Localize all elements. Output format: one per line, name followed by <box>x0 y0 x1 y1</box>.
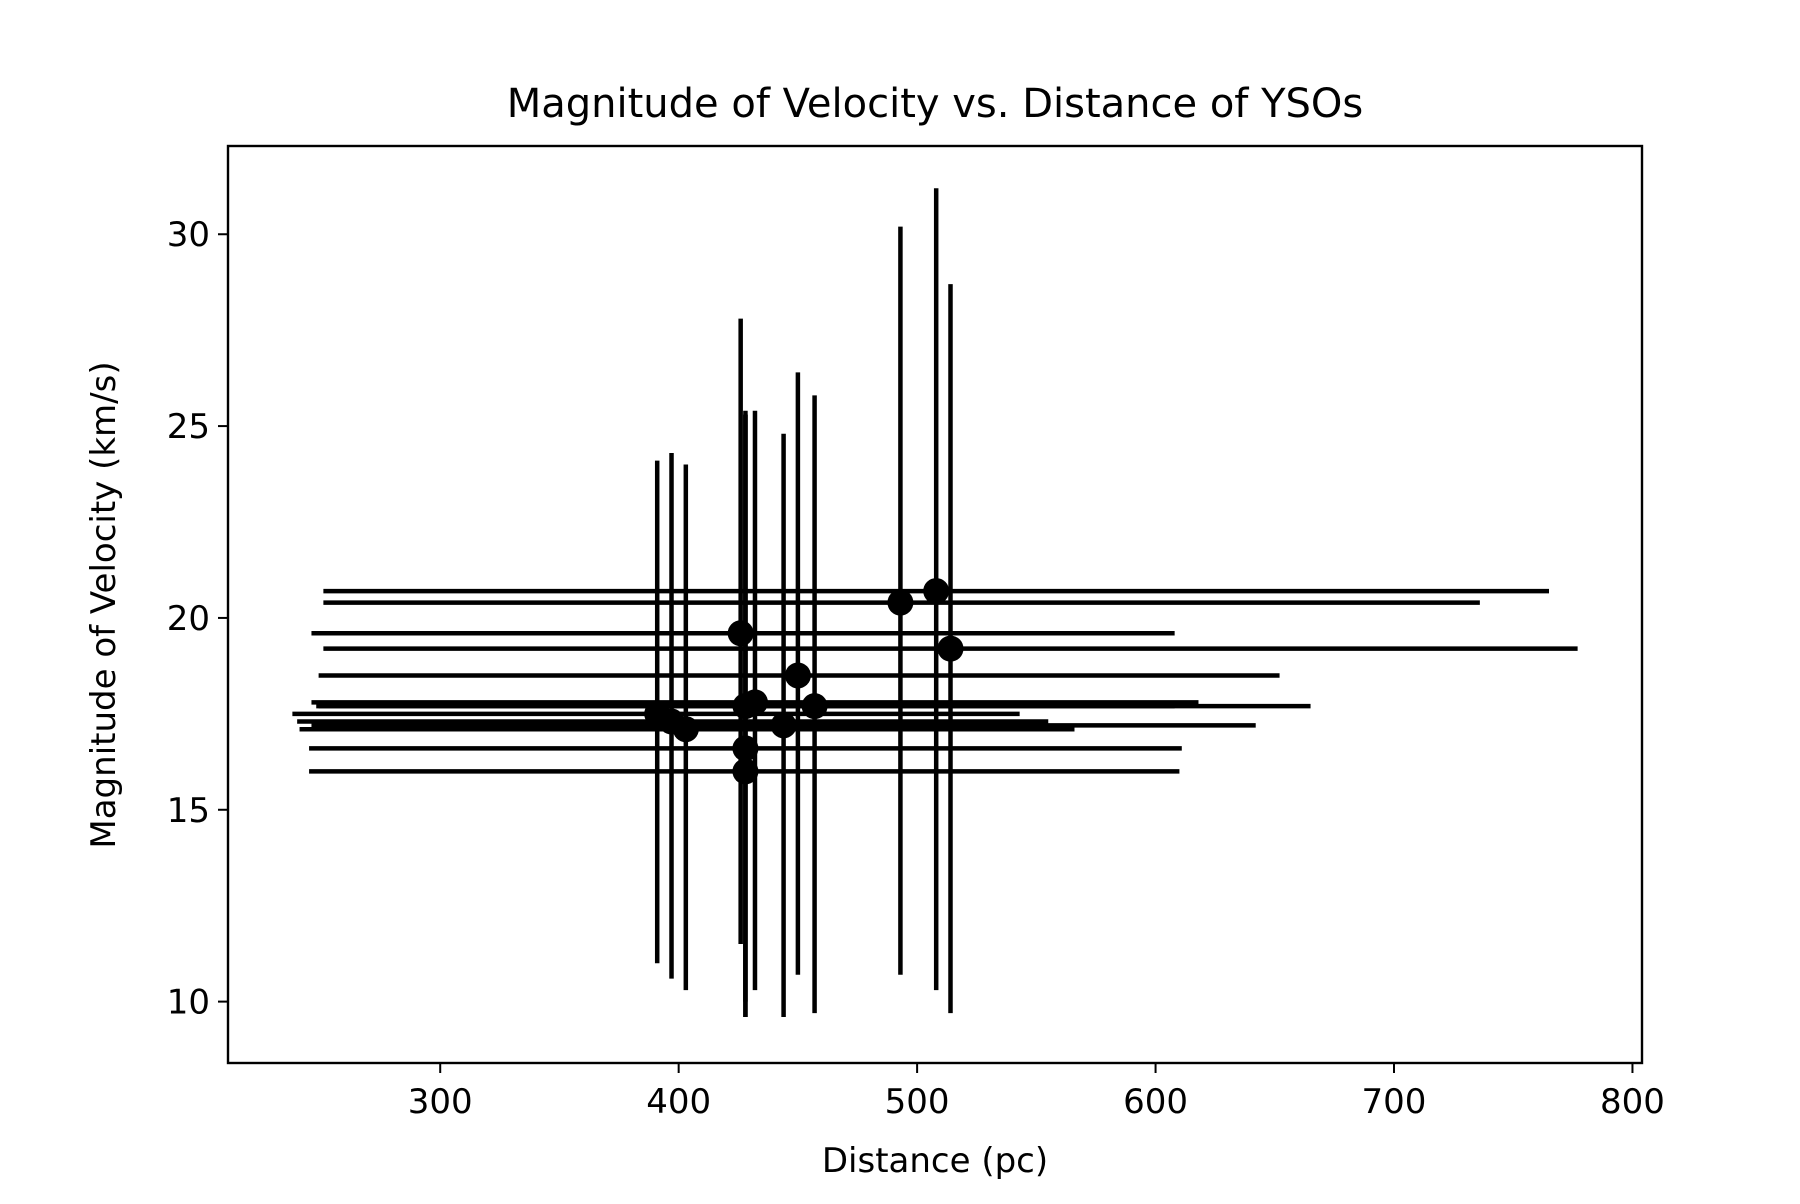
x-tick-label: 600 <box>1123 1082 1188 1122</box>
x-tick-label: 300 <box>408 1082 473 1122</box>
data-point <box>732 758 759 785</box>
y-tick-label: 30 <box>167 215 210 255</box>
x-tick-label: 800 <box>1600 1082 1665 1122</box>
x-tick-label: 400 <box>646 1082 711 1122</box>
x-axis-label: Distance (pc) <box>822 1141 1048 1181</box>
data-point <box>887 589 914 616</box>
y-axis-ticks: 10 15 20 25 30 <box>167 215 228 1023</box>
y-tick-label: 25 <box>167 407 210 447</box>
x-tick-label: 500 <box>885 1082 950 1122</box>
data-point <box>732 693 759 720</box>
y-tick-label: 10 <box>167 983 210 1023</box>
data-point <box>727 620 754 647</box>
data-point <box>770 712 797 739</box>
data-point <box>732 735 759 762</box>
plot-frame <box>226 144 1644 1065</box>
data-point <box>923 578 950 605</box>
data-point <box>672 716 699 743</box>
x-axis-ticks: 300 400 500 600 700 800 <box>408 1063 1665 1122</box>
x-tick-label: 700 <box>1362 1082 1427 1122</box>
data-point <box>784 662 811 689</box>
y-tick-label: 20 <box>167 599 210 639</box>
data-point <box>801 693 828 720</box>
data-points <box>644 578 964 785</box>
y-tick-label: 15 <box>167 791 210 831</box>
chart-title: Magnitude of Velocity vs. Distance of YS… <box>507 81 1364 127</box>
y-axis-label: Magnitude of Velocity (km/s) <box>84 361 124 848</box>
data-point <box>937 635 964 662</box>
